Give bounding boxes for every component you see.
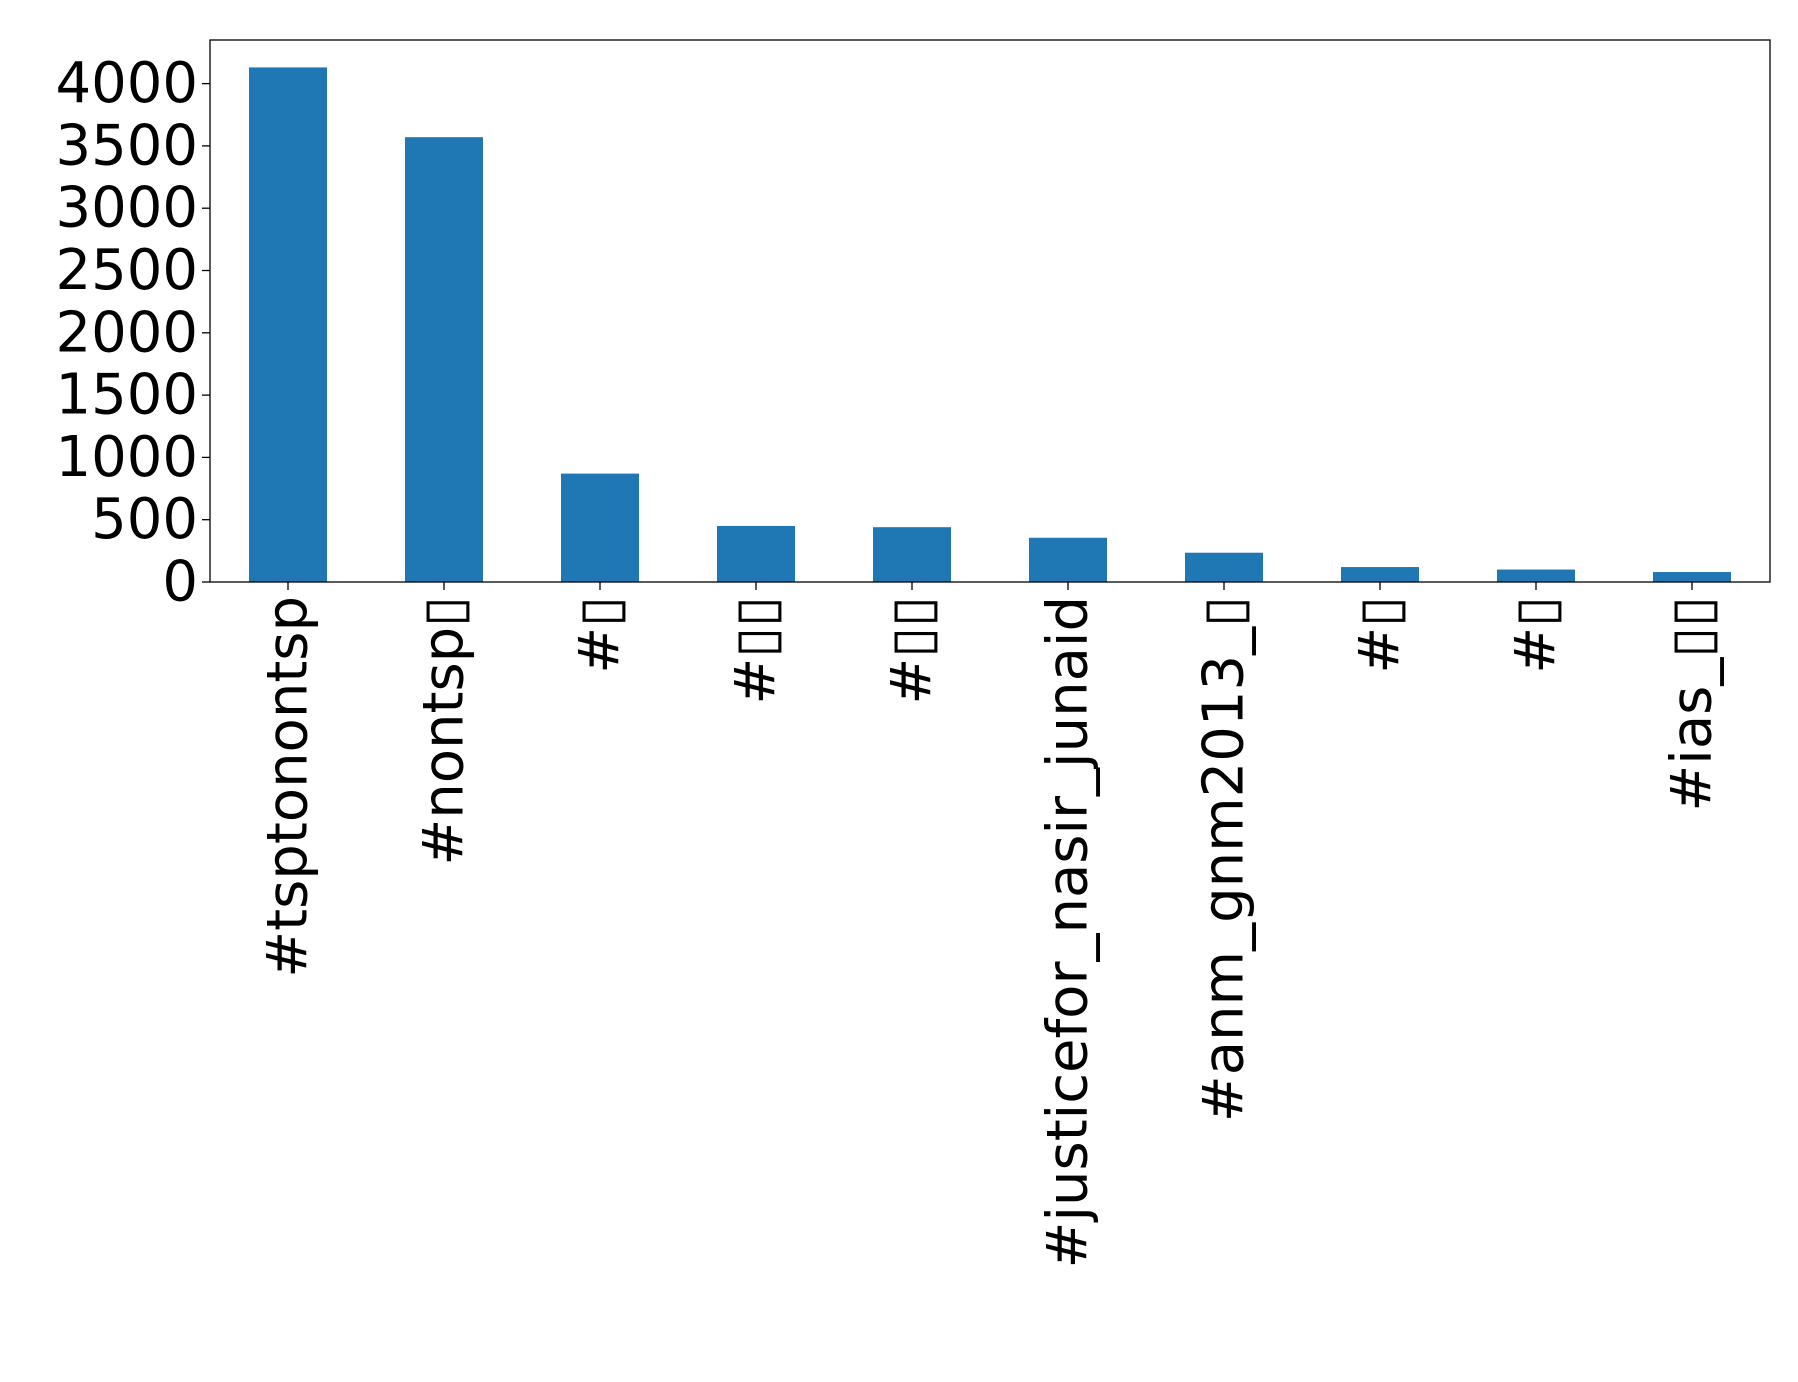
y-tick-label: 3500 xyxy=(55,113,198,178)
y-tick-label: 4000 xyxy=(55,51,198,116)
y-tick-label: 1500 xyxy=(55,363,198,428)
x-tick-label: #▯▯ xyxy=(880,596,945,705)
x-tick-label: #▯ xyxy=(1348,596,1413,674)
x-tick-label: #nontsp▯ xyxy=(412,596,477,866)
x-axis: #tsptonontsp #nontsp▯ #▯ #▯▯ #▯▯ #justicefor_… xyxy=(256,582,1725,1268)
bars-layer xyxy=(249,67,1731,582)
bar xyxy=(405,137,483,582)
x-tick-label: #ias_▯▯ xyxy=(1660,596,1725,812)
y-tick-label: 1000 xyxy=(55,425,198,490)
bar xyxy=(1029,537,1107,582)
bar xyxy=(561,473,639,582)
bar xyxy=(1185,552,1263,582)
x-tick-label: #tsptonontsp xyxy=(256,596,321,978)
bar xyxy=(873,527,951,582)
y-tick-label: 2500 xyxy=(55,238,198,303)
bar xyxy=(1341,567,1419,582)
y-tick-label: 500 xyxy=(91,487,198,552)
y-tick-label: 3000 xyxy=(55,176,198,241)
x-tick-label: #▯ xyxy=(1504,596,1569,674)
y-tick-label: 0 xyxy=(162,550,198,615)
bar xyxy=(249,67,327,582)
bar xyxy=(1497,569,1575,582)
bar xyxy=(717,525,795,582)
x-tick-label: #anm_gnm2013_▯ xyxy=(1192,596,1257,1122)
bar xyxy=(1653,572,1731,582)
plot-frame xyxy=(209,39,1771,583)
y-tick-label: 2000 xyxy=(55,300,198,365)
x-tick-label: #justicefor_nasir_junaid xyxy=(1036,596,1101,1268)
x-tick-label: #▯ xyxy=(568,596,633,674)
x-tick-label: #▯▯ xyxy=(724,596,789,705)
